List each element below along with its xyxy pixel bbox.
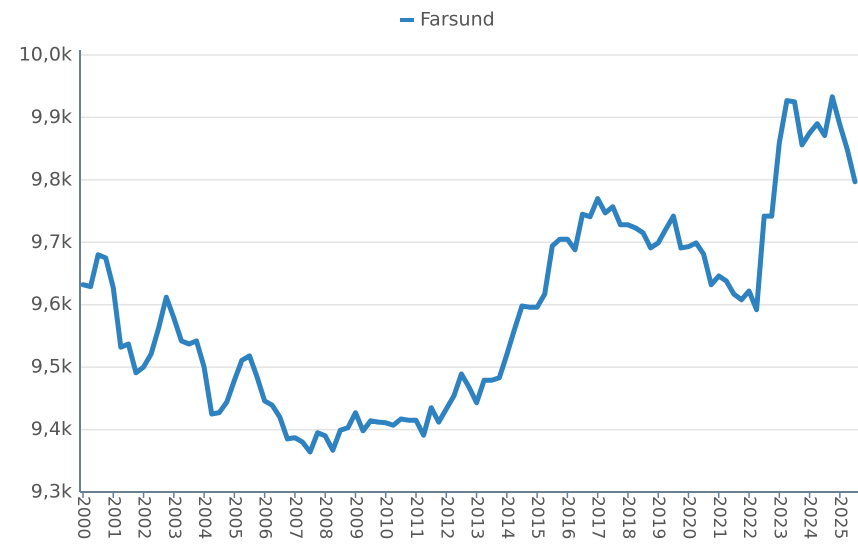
- x-tick-label: 2022: [739, 496, 759, 539]
- y-tick-label: 9,3k: [31, 481, 72, 503]
- x-tick-label: 2019: [648, 496, 668, 539]
- x-tick-label: 2005: [224, 496, 244, 539]
- x-tick-label: 2008: [315, 496, 335, 539]
- x-tick-label: 2002: [134, 496, 154, 539]
- x-tick-label: 2016: [557, 496, 577, 539]
- x-tick-label: 2013: [467, 496, 487, 539]
- x-tick-label: 2000: [73, 496, 93, 539]
- x-tick-label: 2006: [255, 496, 275, 539]
- x-tick-label: 2020: [678, 496, 698, 539]
- y-tick-label: 9,9k: [31, 106, 72, 128]
- x-tick-label: 2023: [769, 496, 789, 539]
- x-tick-label: 2015: [527, 496, 547, 539]
- x-tick-label: 2001: [103, 496, 123, 539]
- y-tick-label: 9,4k: [31, 418, 72, 440]
- x-tick-label: 2011: [406, 496, 426, 539]
- x-tick-label: 2014: [497, 496, 517, 539]
- y-tick-label: 9,6k: [31, 293, 72, 315]
- x-tick-label: 2025: [830, 496, 850, 539]
- legend-label: Farsund: [420, 9, 495, 31]
- x-tick-label: 2018: [618, 496, 638, 539]
- x-tick-label: 2010: [376, 496, 396, 539]
- y-tick-label: 9,7k: [31, 231, 72, 253]
- y-tick-label: 9,8k: [31, 168, 72, 190]
- x-tick-label: 2021: [709, 496, 729, 539]
- x-tick-label: 2007: [285, 496, 305, 539]
- x-tick-label: 2009: [345, 496, 365, 539]
- x-tick-label: 2004: [194, 496, 214, 539]
- y-tick-label: 9,5k: [31, 356, 72, 378]
- x-tick-label: 2024: [800, 496, 820, 539]
- x-tick-label: 2003: [164, 496, 184, 539]
- x-tick-label: 2017: [588, 496, 608, 539]
- series-line: [80, 94, 858, 455]
- x-tick-label: 2012: [436, 496, 456, 539]
- y-tick-label: 10,0k: [19, 44, 72, 66]
